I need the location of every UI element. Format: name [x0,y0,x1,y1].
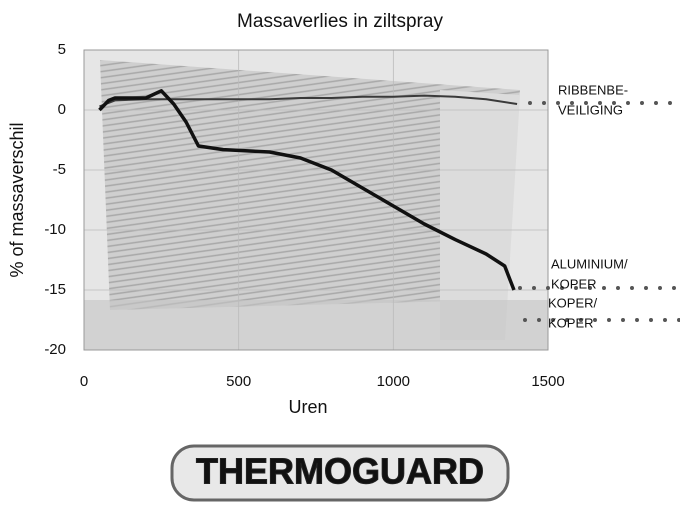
x-tick-label: 1000 [377,373,410,390]
y-tick-label: -5 [53,161,66,178]
y-tick-label: -10 [44,221,66,238]
annotation: KOPER/ [548,295,598,310]
x-tick-label: 0 [80,373,88,390]
y-axis-label: % of massaverschil [7,122,27,277]
annotation: RIBBENBE- [558,82,628,97]
chart-title: Massaverlies in ziltspray [237,11,443,32]
y-tick-label: 5 [58,41,66,58]
y-tick-label: 0 [58,101,66,118]
logo-text: THERMOGUARD [196,451,484,492]
x-axis-label: Uren [288,397,327,417]
annotation: KOPER [548,315,594,330]
logo: THERMOGUARD [172,446,508,500]
x-tick-label: 500 [226,373,251,390]
y-tick-label: -20 [44,341,66,358]
annotation: VEILIGING [558,102,623,117]
annotation: ALUMINIUM/ [551,256,628,271]
chart: Massaverlies in ziltspray % of massavers… [0,0,680,503]
annotation: KOPER [551,276,597,291]
y-tick-label: -15 [44,281,66,298]
x-tick-label: 1500 [531,373,564,390]
